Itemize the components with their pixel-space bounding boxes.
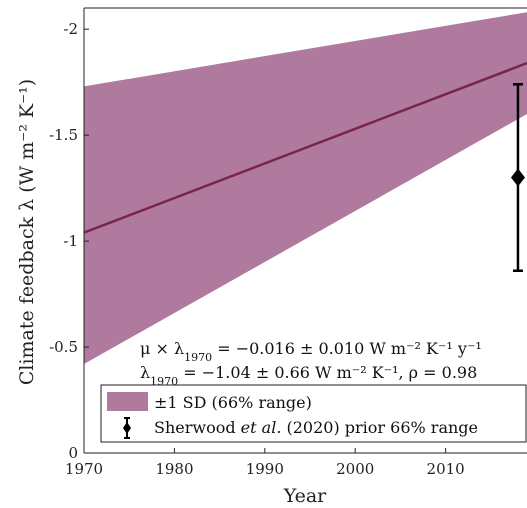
legend-box xyxy=(100,384,527,443)
x-ticks: 1970 1980 1990 2000 2010 xyxy=(65,448,465,478)
y-tick-label: -2 xyxy=(63,20,78,38)
y-tick-label: 0 xyxy=(68,444,78,462)
legend-band-swatch xyxy=(107,392,148,411)
y-ticks: 0 -0.5 -1 -1.5 -2 xyxy=(49,20,89,462)
y-tick-label: -0.5 xyxy=(49,338,78,356)
annotation-trend: μ × λ1970 = −0.016 ± 0.010 W m⁻² K⁻¹ y⁻¹ xyxy=(140,339,482,364)
y-tick-label: -1.5 xyxy=(49,126,78,144)
x-tick-label: 2000 xyxy=(336,460,374,478)
x-tick-label: 1990 xyxy=(246,460,284,478)
y-axis-label: Climate feedback λ (W m⁻² K⁻¹) xyxy=(16,79,38,385)
x-axis-label: Year xyxy=(283,485,327,507)
y-tick-label: -1 xyxy=(63,232,78,250)
sherwood-prior-errorbar xyxy=(510,83,525,273)
x-tick-label: 2010 xyxy=(427,460,465,478)
annotation-initial: λ1970 = −1.04 ± 0.66 W m⁻² K⁻¹, ρ = 0.98 xyxy=(140,363,477,388)
legend-band-label: ±1 SD (66% range) xyxy=(154,393,312,412)
x-tick-label: 1970 xyxy=(65,460,103,478)
x-tick-label: 1980 xyxy=(155,460,193,478)
legend-errorbar-symbol xyxy=(123,417,131,439)
legend: ±1 SD (66% range) Sherwood et al. (2020)… xyxy=(100,384,527,443)
legend-errorbar-label: Sherwood et al. (2020) prior 66% range xyxy=(154,418,478,437)
one-sd-band xyxy=(84,12,527,364)
diamond-marker xyxy=(510,168,525,187)
mean-feedback-line xyxy=(84,61,527,234)
